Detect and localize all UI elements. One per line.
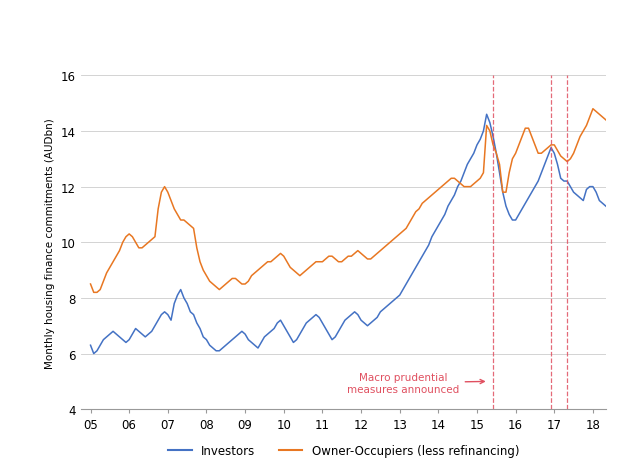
Y-axis label: Monthly housing finance commitments (AUDbn): Monthly housing finance commitments (AUD… bbox=[45, 118, 55, 368]
Text: Macro prudential
measures announced: Macro prudential measures announced bbox=[348, 372, 485, 394]
Legend: Investors, Owner-Occupiers (less refinancing): Investors, Owner-Occupiers (less refinan… bbox=[163, 439, 524, 462]
Text: Investor housing finance: Investor housing finance bbox=[165, 22, 457, 42]
